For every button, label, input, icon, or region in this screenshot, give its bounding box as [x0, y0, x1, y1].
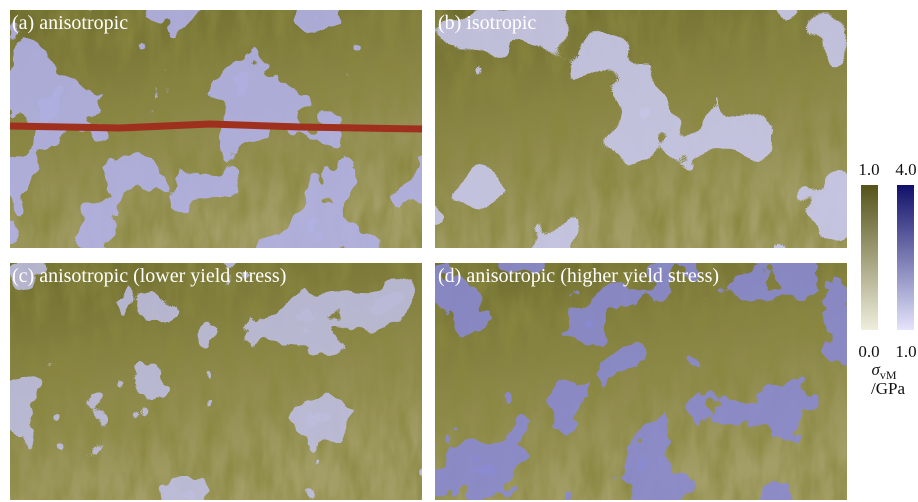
colorbar-bottom: 0.0: [858, 342, 879, 361]
symbol: σ: [871, 360, 880, 379]
panel-label: (a) anisotropic: [12, 12, 128, 34]
colorbar: [861, 185, 878, 330]
colorbar: [897, 185, 914, 330]
unit-symbol: σvM: [871, 360, 896, 382]
panel-b: (b) isotropic: [435, 10, 847, 248]
colorbars: 1.0 4.0 0.0 1.0 σvM /GPa: [858, 160, 916, 398]
panel-label: (b) isotropic: [438, 12, 536, 34]
unit: /GPa: [871, 379, 905, 398]
panel-d: (d) anisotropic (higher yield stress): [435, 263, 847, 500]
colorbar-top: 4.0: [895, 160, 916, 179]
panel-label: (c) anisotropic (lower yield stress): [12, 265, 286, 287]
panel-a: (a) anisotropic: [9, 10, 423, 248]
subscript: vM: [880, 368, 897, 382]
panel-c: (c) anisotropic (lower yield stress): [10, 263, 422, 500]
panel-label: (d) anisotropic (higher yield stress): [438, 265, 719, 287]
colorbar-top: 1.0: [858, 160, 879, 179]
colorbar-bottom: 1.0: [895, 342, 916, 361]
